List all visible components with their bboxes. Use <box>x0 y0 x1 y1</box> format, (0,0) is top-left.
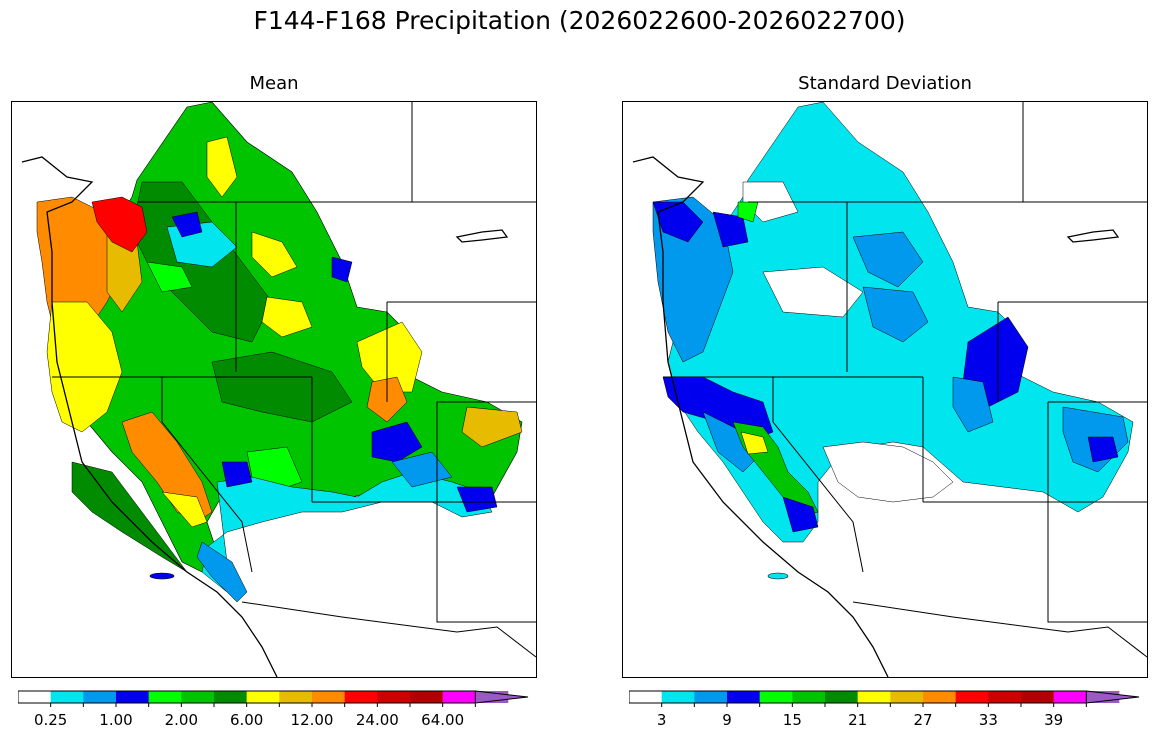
colorbar-swatch <box>83 691 117 703</box>
colorbar-tick-label: 6.00 <box>229 711 264 729</box>
colorbar-tick-label: 2.00 <box>164 711 199 729</box>
sd-region-blue-coast <box>652 201 704 243</box>
sd-region-skyblue-id <box>862 286 929 343</box>
mean-region-red <box>91 196 148 253</box>
colorbar-swatch <box>792 691 826 703</box>
sd-region-skyblue-mt <box>852 231 924 288</box>
colorbar-swatch <box>312 691 345 703</box>
colorbar-swatch <box>214 691 247 703</box>
mean-region-blue-mt <box>331 256 353 283</box>
mean-region-green-bright <box>146 261 193 293</box>
sd-region-yellow-sierra <box>740 431 769 455</box>
mean-region-blue-south <box>221 461 253 488</box>
mean-region-darkgreen-3 <box>71 461 188 573</box>
colorbar-swatch <box>18 691 51 703</box>
sd-region-skyblue-coast <box>652 196 734 363</box>
mean-region-yellow-wy <box>261 296 313 338</box>
map-mean <box>11 101 537 678</box>
colorbar-swatch <box>246 691 280 703</box>
colorbar-swatch <box>50 691 84 703</box>
colorbar-swatch <box>955 691 989 703</box>
colorbar-swatch <box>629 691 662 703</box>
colorbar-extend-arrow <box>474 690 529 704</box>
colorbar-swatch <box>857 691 891 703</box>
colorbar-swatch <box>727 691 760 703</box>
colorbar-swatch <box>1021 691 1054 703</box>
colorbar-swatch <box>988 691 1022 703</box>
sd-region-white-sw <box>822 441 954 503</box>
colorbar-swatch <box>116 691 149 703</box>
colorbar-swatch <box>148 691 182 703</box>
sd-region-skyblue-co <box>952 376 994 433</box>
colorbar-swatch <box>344 691 378 703</box>
mean-region-darkgreen-2 <box>211 351 353 423</box>
colorbar-swatch <box>279 691 313 703</box>
colorbar-mean <box>18 690 529 707</box>
sd-region-blue-wa2 <box>712 211 749 248</box>
panel-title-mean: Mean <box>249 73 299 94</box>
colorbar-swatch <box>890 691 924 703</box>
colorbar-extend-arrow <box>1085 690 1140 704</box>
colorbar-tick-label: 1.00 <box>99 711 133 729</box>
colorbar-swatch <box>181 691 215 703</box>
mean-region-yellow-co <box>356 321 423 393</box>
mean-region-gold-east <box>461 406 523 448</box>
colorbar-tick-label: 39 <box>1044 711 1064 729</box>
colorbar-swatch <box>377 691 411 703</box>
colorbar-tick-label: 15 <box>782 711 802 729</box>
mean-region-socal <box>196 541 248 603</box>
colorbar-stddev <box>629 690 1140 707</box>
colorbar-swatch <box>661 691 695 703</box>
colorbar-swatch <box>694 691 728 703</box>
colorbar-tick-label: 21 <box>848 711 868 729</box>
colorbar-swatch <box>923 691 956 703</box>
colorbar-tick-label: 24.00 <box>355 711 399 729</box>
mean-coastline <box>21 156 278 677</box>
colorbar-swatch <box>410 691 443 703</box>
sd-region-white-or <box>762 266 864 318</box>
colorbar-tick-label: 0.25 <box>33 711 68 729</box>
mean-region-blue-wa <box>171 211 203 238</box>
sd-region-blue-east <box>1087 436 1119 463</box>
colorbar-swatch <box>825 691 858 703</box>
mean-region-yellow-id <box>251 231 298 278</box>
colorbar-swatch <box>1053 691 1087 703</box>
mean-region-yellow-mt <box>206 136 238 198</box>
sd-region-blue-sierra <box>782 496 819 533</box>
colorbar-swatch <box>442 691 476 703</box>
colorbar-tick-label: 12.00 <box>290 711 334 729</box>
figure-title: F144-F168 Precipitation (2026022600-2026… <box>253 6 906 35</box>
sd-coastline <box>632 156 889 677</box>
colorbar-tick-label: 64.00 <box>421 711 465 729</box>
map-stddev-svg <box>623 102 1147 677</box>
panel-title-stddev: Standard Deviation <box>798 73 972 94</box>
colorbar-tick-label: 9 <box>722 711 732 729</box>
colorbar-tick-label: 33 <box>978 711 998 729</box>
mean-region-sierra-yellow <box>161 491 208 528</box>
map-stddev <box>622 101 1148 678</box>
mean-region-blue-east <box>456 486 498 513</box>
colorbar-tick-label: 27 <box>913 711 933 729</box>
mean-region-blue-ut <box>371 421 423 463</box>
colorbar-tick-label: 3 <box>656 711 667 729</box>
colorbar-swatch <box>759 691 793 703</box>
map-mean-svg <box>12 102 536 677</box>
